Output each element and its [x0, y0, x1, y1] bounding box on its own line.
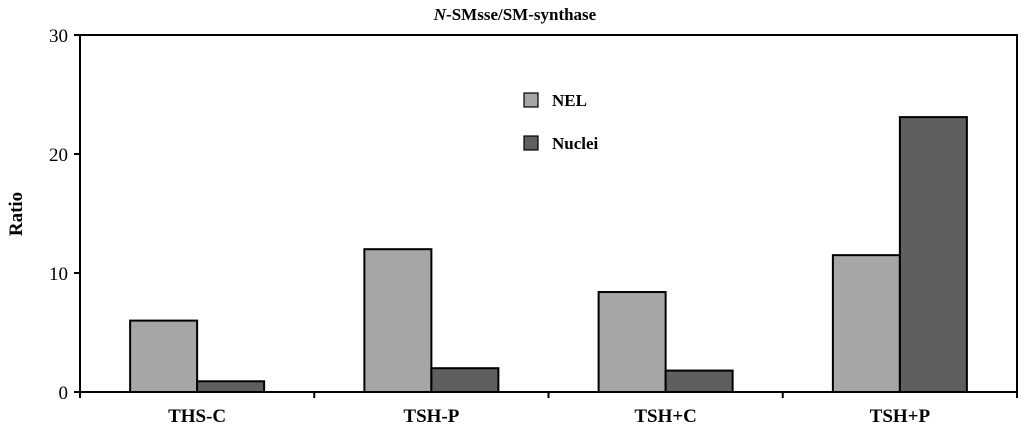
legend-label-nuclei: Nuclei	[552, 134, 599, 153]
bar-nuclei-tsh-p	[898, 116, 968, 394]
bar-nel-tsh-p	[831, 254, 901, 393]
x-axis: THS-C TSH-P TSH+C TSH+P	[79, 392, 1018, 427]
legend-label-nel: NEL	[552, 91, 587, 110]
bar-nuclei-ths-c	[196, 380, 266, 394]
bars-group	[129, 116, 968, 394]
y-tick-label: 0	[59, 383, 69, 404]
legend: NEL Nuclei	[523, 91, 599, 153]
x-tick-label: TSH-P	[403, 406, 459, 427]
x-tick-label: TSH+C	[634, 406, 697, 427]
legend-swatch-nuclei	[523, 135, 539, 151]
bar-nel-ths-c	[129, 319, 199, 394]
chart-title: N-SMsse/SM-synthase	[433, 5, 597, 24]
y-tick-label: 10	[49, 264, 68, 285]
bar-nel-tsh-p	[363, 248, 433, 393]
bar-nel-tsh-c	[597, 291, 667, 394]
bar-nuclei-tsh-c	[664, 369, 734, 393]
x-tick-label: THS-C	[168, 406, 226, 427]
bar-nuclei-tsh-p	[430, 367, 500, 394]
y-tick-label: 30	[49, 26, 68, 47]
y-axis: 0 10 20 30	[49, 26, 80, 404]
legend-swatch-nel	[523, 92, 539, 108]
x-tick-label: TSH+P	[870, 406, 931, 427]
y-tick-label: 20	[49, 145, 68, 166]
y-axis-label: Ratio	[6, 192, 27, 236]
